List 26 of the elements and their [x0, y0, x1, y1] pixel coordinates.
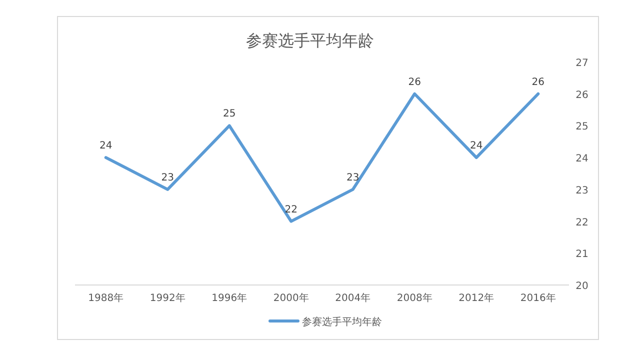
y-tick-label: 26 — [576, 90, 588, 101]
data-label: 24 — [100, 140, 112, 152]
x-tick-label: 2016年 — [520, 292, 556, 304]
data-label: 25 — [223, 108, 236, 120]
data-label: 26 — [408, 76, 421, 88]
x-tick-label: 2012年 — [458, 292, 494, 304]
x-tick-label: 1996年 — [212, 292, 248, 304]
x-tick-label: 1992年 — [150, 292, 186, 304]
legend-label: 参赛选手平均年龄 — [302, 316, 382, 328]
data-label: 23 — [161, 172, 174, 184]
data-label: 26 — [532, 76, 544, 88]
x-tick-label: 2004年 — [335, 292, 371, 304]
data-label: 24 — [470, 140, 483, 152]
x-tick-label: 1988年 — [88, 292, 124, 304]
data-label: 22 — [284, 204, 298, 216]
x-tick-label: 2008年 — [396, 292, 432, 304]
y-tick-label: 22 — [576, 217, 588, 228]
y-tick-label: 20 — [576, 281, 588, 292]
y-tick-label: 23 — [576, 185, 588, 196]
y-tick-label: 21 — [576, 249, 588, 260]
chart-title: 参赛选手平均年龄 — [246, 31, 374, 50]
y-tick-label: 27 — [576, 58, 588, 69]
y-tick-label: 24 — [576, 154, 588, 165]
x-tick-label: 2000年 — [273, 292, 309, 304]
y-tick-label: 25 — [576, 122, 588, 133]
data-label: 23 — [346, 172, 360, 184]
